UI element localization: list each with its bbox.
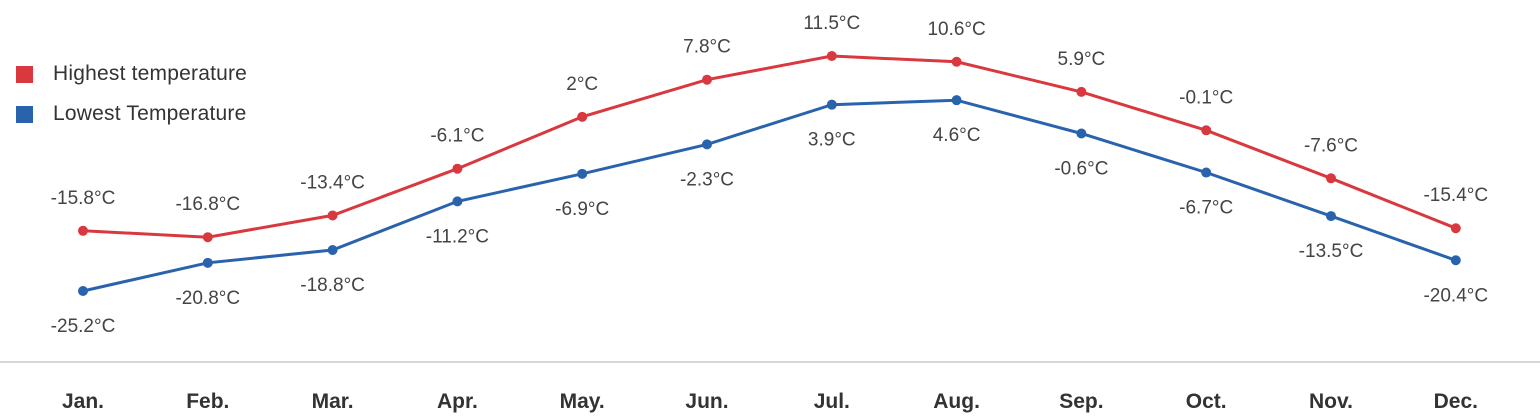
data-point-highest[interactable] bbox=[1326, 173, 1336, 184]
data-point-highest[interactable] bbox=[826, 51, 837, 61]
data-point-lowest[interactable] bbox=[702, 139, 712, 150]
data-label-highest: 10.6°C bbox=[927, 19, 985, 40]
data-point-lowest[interactable] bbox=[1076, 128, 1087, 139]
x-tick-label: Apr. bbox=[437, 390, 478, 413]
data-point-highest[interactable] bbox=[702, 74, 712, 85]
data-point-highest[interactable] bbox=[1201, 125, 1212, 136]
x-axis-tick-labels: Jan. Feb. Mar. Apr. May. Jun. Jul. Aug. Sep. Oct.… bbox=[62, 390, 1478, 413]
data-label-highest: 5.9°C bbox=[1058, 49, 1106, 70]
data-label-highest: -16.8°C bbox=[175, 194, 240, 215]
x-tick-label: Jun. bbox=[685, 390, 728, 413]
x-tick-label: Oct. bbox=[1186, 390, 1227, 413]
data-label-highest: -13.4°C bbox=[300, 172, 365, 193]
x-tick-label: Sep. bbox=[1059, 390, 1103, 413]
legend-label-highest: Highest temperature bbox=[53, 62, 248, 85]
legend: Highest temperature Lowest Temperature bbox=[16, 62, 248, 144]
legend-item-highest[interactable]: Highest temperature bbox=[16, 62, 248, 85]
data-point-highest[interactable] bbox=[452, 163, 463, 174]
data-point-lowest[interactable] bbox=[202, 257, 213, 268]
data-point-lowest[interactable] bbox=[951, 95, 962, 106]
x-tick-label: Feb. bbox=[186, 390, 229, 413]
x-tick-label: Jan. bbox=[62, 390, 104, 413]
data-point-lowest[interactable] bbox=[78, 286, 88, 296]
data-point-lowest[interactable] bbox=[1326, 211, 1336, 222]
data-label-lowest: -11.2°C bbox=[426, 226, 489, 247]
data-point-lowest[interactable] bbox=[327, 245, 338, 256]
data-point-highest[interactable] bbox=[1076, 86, 1087, 97]
x-tick-label: May. bbox=[560, 390, 605, 413]
data-label-lowest: -2.3°C bbox=[680, 169, 734, 190]
data-point-lowest[interactable] bbox=[1201, 167, 1212, 178]
data-label-lowest: -25.2°C bbox=[51, 316, 116, 337]
series-line-lowest bbox=[82, 98, 1457, 293]
data-label-highest: -0.1°C bbox=[1179, 87, 1233, 108]
data-point-highest[interactable] bbox=[78, 225, 88, 236]
x-tick-label: Nov. bbox=[1309, 390, 1353, 413]
data-label-highest: -7.6°C bbox=[1304, 135, 1358, 156]
data-label-highest: -15.8°C bbox=[51, 188, 116, 209]
data-label-lowest: -6.7°C bbox=[1179, 198, 1233, 219]
data-point-highest[interactable] bbox=[577, 111, 588, 122]
data-label-lowest: -6.9°C bbox=[555, 199, 609, 220]
data-point-highest[interactable] bbox=[951, 56, 962, 67]
x-tick-label: Aug. bbox=[933, 390, 980, 413]
data-label-lowest: -13.5°C bbox=[1299, 241, 1364, 262]
data-label-lowest: -20.4°C bbox=[1423, 285, 1488, 306]
series-line-highest bbox=[82, 54, 1457, 239]
data-label-highest: 7.8°C bbox=[683, 37, 731, 58]
legend-label-lowest: Lowest Temperature bbox=[53, 102, 247, 125]
data-point-lowest[interactable] bbox=[577, 168, 588, 179]
data-label-highest: 2°C bbox=[566, 74, 598, 95]
data-label-lowest: 3.9°C bbox=[808, 130, 856, 151]
data-point-highest[interactable] bbox=[202, 232, 213, 243]
x-tick-label: Jul. bbox=[814, 390, 850, 413]
data-label-lowest: -18.8°C bbox=[300, 275, 365, 296]
legend-item-lowest[interactable]: Lowest Temperature bbox=[16, 102, 247, 125]
data-point-highest[interactable] bbox=[327, 210, 338, 221]
data-point-lowest[interactable] bbox=[826, 99, 837, 110]
series-layer: -15.8°C -16.8°C -13.4°C -6.1°C 2°C 7.8°C 11.5°… bbox=[51, 13, 1488, 337]
legend-swatch-lowest bbox=[16, 105, 33, 123]
data-point-lowest[interactable] bbox=[452, 196, 463, 207]
data-label-highest: -15.4°C bbox=[1423, 185, 1488, 206]
data-label-lowest: -0.6°C bbox=[1054, 158, 1108, 179]
x-tick-label: Mar. bbox=[312, 390, 354, 413]
data-label-highest: 11.5°C bbox=[803, 13, 860, 34]
x-tick-label: Dec. bbox=[1434, 390, 1478, 413]
data-label-lowest: -20.8°C bbox=[175, 288, 240, 309]
data-label-lowest: 4.6°C bbox=[933, 125, 981, 146]
data-label-highest: -6.1°C bbox=[430, 126, 484, 147]
data-point-highest[interactable] bbox=[1450, 223, 1461, 234]
data-point-lowest[interactable] bbox=[1450, 255, 1461, 266]
legend-swatch-highest bbox=[16, 65, 33, 83]
